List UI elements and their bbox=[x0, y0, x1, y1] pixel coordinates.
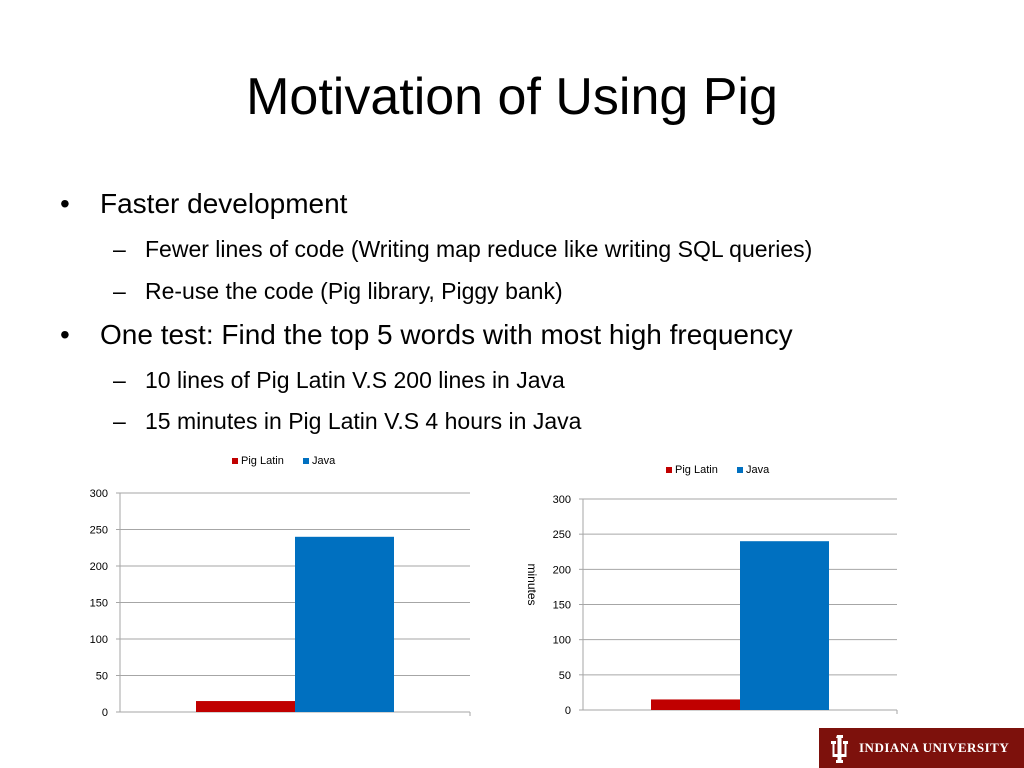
y-tick-label: 0 bbox=[565, 705, 571, 717]
legend-swatch bbox=[666, 467, 672, 473]
legend-label: Java bbox=[746, 464, 770, 476]
slide-title: Motivation of Using Pig bbox=[246, 68, 778, 126]
y-tick-label: 100 bbox=[90, 634, 108, 646]
logo-text: INDIANA UNIVERSITY bbox=[859, 740, 1010, 755]
y-tick-label: 0 bbox=[102, 707, 108, 719]
y-tick-label: 100 bbox=[553, 635, 571, 647]
bar-pig-latin bbox=[196, 701, 295, 712]
y-tick-label: 50 bbox=[559, 670, 571, 682]
y-tick-label: 50 bbox=[96, 671, 108, 683]
time-chart: 0 50 100 150 200 250 300 Pig Latin Java minutes bbox=[525, 464, 898, 717]
lines-of-code-chart: 0 50 100 150 200 250 300 Pig Latin Java bbox=[90, 455, 471, 719]
bullet-faster-development: Faster development bbox=[60, 188, 348, 220]
y-tick-label: 300 bbox=[90, 488, 108, 500]
legend-label: Java bbox=[312, 455, 336, 467]
sub-bullet-fewer-lines: Fewer lines of code (Writing map reduce … bbox=[113, 236, 812, 263]
indiana-university-logo: INDIANA UNIVERSITY bbox=[819, 728, 1024, 768]
y-tick-label: 200 bbox=[90, 561, 108, 573]
legend-label: Pig Latin bbox=[241, 455, 284, 467]
legend-swatch bbox=[303, 458, 309, 464]
y-tick-label: 200 bbox=[553, 564, 571, 576]
bar-java bbox=[295, 536, 394, 712]
bar-java bbox=[740, 541, 829, 710]
trident-icon bbox=[831, 735, 848, 763]
bullet-one-test: One test: Find the top 5 words with most… bbox=[60, 319, 793, 351]
y-axis-title: minutes bbox=[525, 563, 539, 605]
bar-pig-latin bbox=[651, 699, 740, 710]
sub-bullet-lines-comparison: 10 lines of Pig Latin V.S 200 lines in J… bbox=[113, 367, 565, 394]
legend-swatch bbox=[232, 458, 238, 464]
legend-label: Pig Latin bbox=[675, 464, 718, 476]
y-tick-label: 300 bbox=[553, 494, 571, 506]
y-tick-label: 150 bbox=[90, 598, 108, 610]
y-tick-label: 250 bbox=[90, 525, 108, 537]
sub-bullet-time-comparison: 15 minutes in Pig Latin V.S 4 hours in J… bbox=[113, 408, 581, 435]
y-tick-label: 250 bbox=[553, 529, 571, 541]
y-tick-label: 150 bbox=[553, 600, 571, 612]
sub-bullet-reuse-code: Re-use the code (Pig library, Piggy bank… bbox=[113, 278, 563, 305]
legend-swatch bbox=[737, 467, 743, 473]
